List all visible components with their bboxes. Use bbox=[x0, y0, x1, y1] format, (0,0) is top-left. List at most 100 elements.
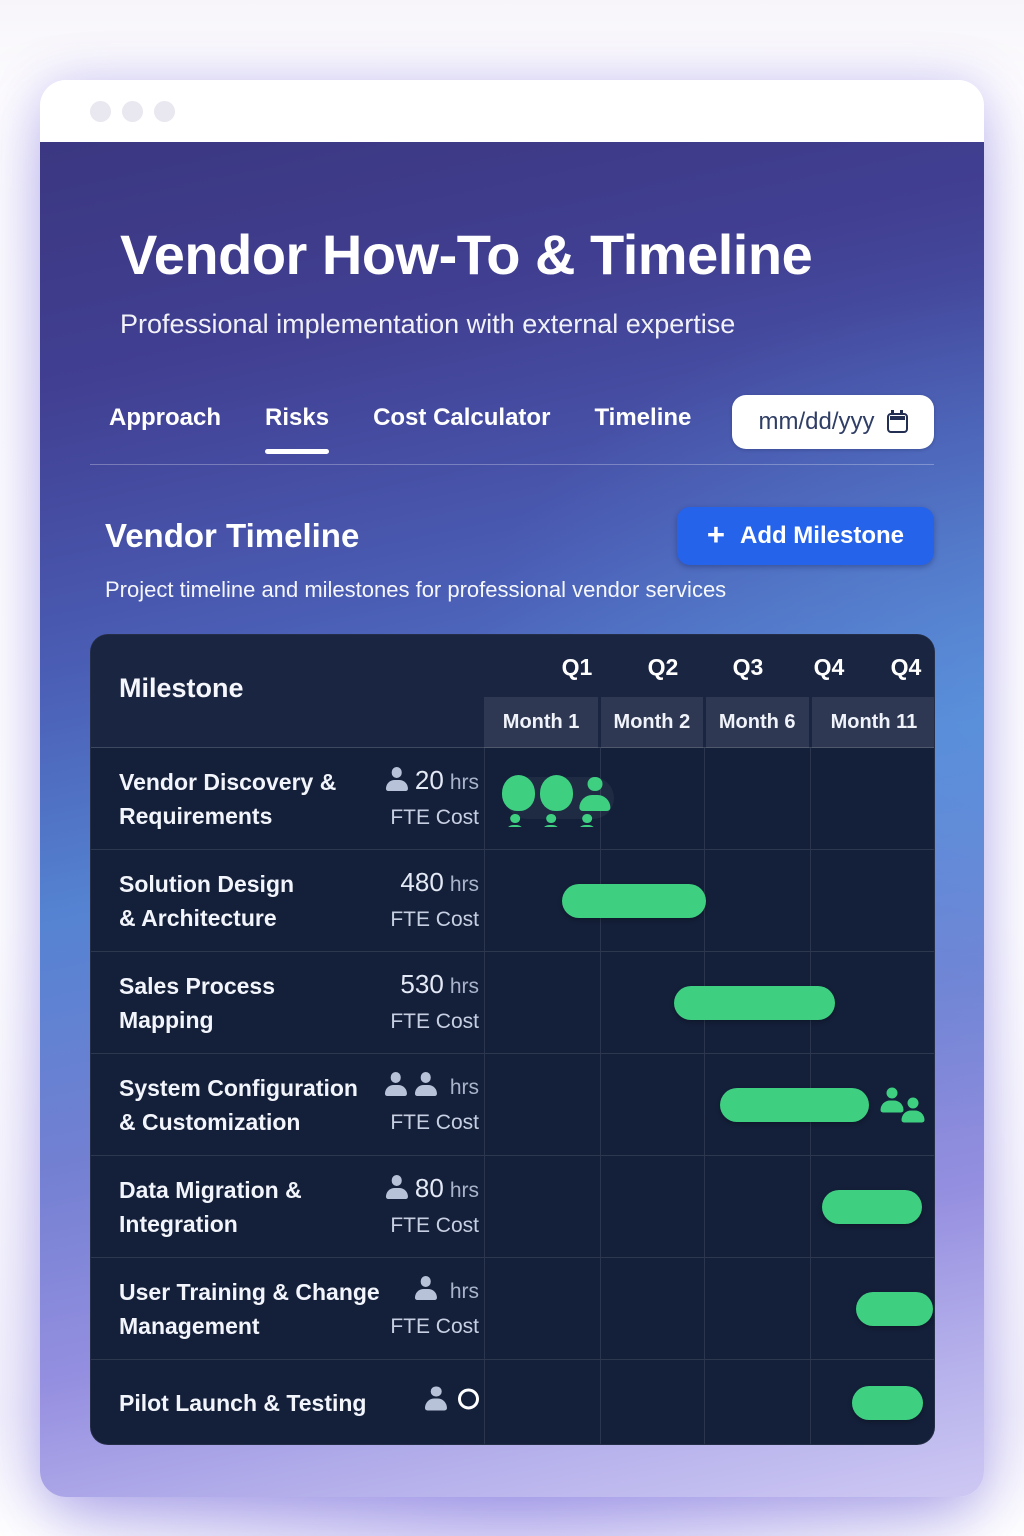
table-row: Data Migration & Integration 80 hrs FTE Cost bbox=[91, 1156, 934, 1258]
grid-line bbox=[704, 1156, 705, 1257]
quarter-label-1: Q1 bbox=[561, 654, 593, 680]
milestone-label: Data Migration & Integration bbox=[119, 1173, 302, 1241]
person-icon bbox=[424, 1386, 448, 1410]
section-title: Vendor Timeline bbox=[105, 517, 360, 554]
grid-line bbox=[484, 850, 485, 951]
assignees-people-icon bbox=[879, 1087, 925, 1122]
milestone-label-line: Vendor Discovery & bbox=[119, 768, 337, 795]
hours-cell: hrs FTE Cost bbox=[281, 1071, 479, 1139]
timeline-cells bbox=[484, 1258, 934, 1359]
milestone-label: Vendor Discovery & Requirements bbox=[119, 765, 336, 833]
tab-cost-calculator[interactable]: Cost Calculator bbox=[373, 404, 551, 431]
quarter-label-3: Q3 bbox=[732, 654, 764, 680]
grid-line bbox=[600, 952, 601, 1053]
grid-line bbox=[704, 1054, 705, 1155]
grid-line bbox=[810, 1360, 811, 1444]
gantt-bar[interactable] bbox=[674, 985, 835, 1020]
milestone-label-line: & Architecture bbox=[119, 904, 277, 931]
quarter-label-2: Q2 bbox=[647, 654, 679, 680]
gantt-bar[interactable] bbox=[562, 883, 706, 918]
milestone-label: Pilot Launch & Testing bbox=[119, 1386, 366, 1420]
table-row: System Configuration & Customization hrs FT… bbox=[91, 1054, 934, 1156]
person-icon bbox=[576, 814, 598, 827]
milestone-label-line: & Customization bbox=[119, 1108, 301, 1135]
fte-cost-label: FTE Cost bbox=[390, 1110, 479, 1134]
hours-unit: hrs bbox=[449, 1075, 479, 1099]
hours-value: 480 bbox=[400, 866, 444, 897]
milestone-label-line: Data Migration & bbox=[119, 1176, 302, 1203]
gantt-bar[interactable] bbox=[856, 1291, 933, 1326]
grid-line bbox=[600, 1054, 601, 1155]
gantt-bar[interactable] bbox=[720, 1087, 869, 1122]
timeline-cells bbox=[484, 952, 934, 1053]
grid-line bbox=[484, 952, 485, 1053]
tab-risks[interactable]: Risks bbox=[263, 390, 331, 454]
grid-line bbox=[810, 850, 811, 951]
hours-line: 530 hrs bbox=[281, 968, 479, 1005]
person-icon bbox=[414, 1072, 438, 1096]
timeline-cells bbox=[484, 748, 934, 849]
add-milestone-button[interactable]: + Add Milestone bbox=[676, 507, 934, 565]
hours-unit: hrs bbox=[449, 1279, 479, 1303]
hours-line: 80 hrs bbox=[281, 1172, 479, 1209]
grid-line bbox=[600, 1360, 601, 1444]
table-row: Solution Design & Architecture 480 hrs FTE C… bbox=[91, 850, 934, 952]
table-row: Sales Process Mapping 530 hrs FTE Cost bbox=[91, 952, 934, 1054]
tab-approach[interactable]: Approach bbox=[109, 404, 222, 431]
grid-line bbox=[810, 1258, 811, 1359]
person-icon bbox=[384, 1072, 408, 1096]
hours-cell: 20 hrs FTE Cost bbox=[281, 764, 479, 834]
hours-unit: hrs bbox=[449, 974, 479, 998]
grid-line bbox=[810, 1156, 811, 1257]
tab-bar: Approach Risks Cost Calculator Timeline mm/… bbox=[90, 390, 934, 465]
timeline-cells bbox=[484, 1054, 934, 1155]
milestone-label: System Configuration & Customization bbox=[119, 1071, 358, 1139]
gantt-bar[interactable] bbox=[852, 1385, 923, 1420]
date-input[interactable]: mm/dd/yyy bbox=[732, 395, 934, 449]
tab-timeline[interactable]: Timeline bbox=[594, 404, 692, 431]
add-milestone-label: Add Milestone bbox=[739, 522, 904, 549]
app-window: Vendor How-To & Timeline Professional im… bbox=[40, 80, 984, 1497]
milestone-label: User Training & Change Management bbox=[119, 1275, 380, 1343]
window-dot-1[interactable] bbox=[90, 100, 111, 122]
hours-cell: 530 hrs FTE Cost bbox=[281, 968, 479, 1038]
grid-line bbox=[600, 1156, 601, 1257]
month-header-row: Month 1 Month 2 Month 6 Month 11 bbox=[484, 697, 934, 748]
plus-icon: + bbox=[706, 517, 725, 552]
hours-cell: 80 hrs FTE Cost bbox=[281, 1172, 479, 1242]
hours-unit: hrs bbox=[449, 1178, 479, 1202]
milestone-label-line: Solution Design bbox=[119, 870, 295, 897]
person-icon bbox=[504, 814, 526, 827]
hours-line: 480 hrs bbox=[281, 866, 479, 903]
person-icon bbox=[900, 1097, 925, 1122]
window-dot-2[interactable] bbox=[122, 100, 143, 122]
fte-cost-label: FTE Cost bbox=[390, 1009, 479, 1033]
gantt-header: Milestone Q1 Q2 Q3 Q4 Q4 Month 1 Month 2 Month… bbox=[91, 635, 934, 748]
hours-value: 20 bbox=[414, 764, 444, 795]
tabs: Approach Risks Cost Calculator Timeline bbox=[107, 390, 693, 454]
milestone-column-header: Milestone bbox=[119, 673, 244, 703]
gantt-table: Milestone Q1 Q2 Q3 Q4 Q4 Month 1 Month 2 Month… bbox=[90, 634, 935, 1445]
hours-line: hrs bbox=[281, 1071, 479, 1106]
person-icon bbox=[540, 814, 562, 827]
page-content: Vendor How-To & Timeline Professional im… bbox=[40, 142, 984, 1497]
gantt-bar[interactable] bbox=[822, 1189, 922, 1224]
browser-title-bar bbox=[40, 80, 984, 142]
hours-line bbox=[281, 1386, 479, 1419]
hours-unit: hrs bbox=[449, 770, 479, 794]
cluster-top-row bbox=[502, 771, 618, 811]
timeline-cells bbox=[484, 850, 934, 951]
calendar-icon[interactable] bbox=[886, 410, 908, 433]
month-header-month-1: Month 1 bbox=[484, 697, 599, 748]
fte-cost-label: FTE Cost bbox=[390, 1213, 479, 1237]
fte-cost-label: FTE Cost bbox=[390, 907, 479, 931]
milestone-label-line: Management bbox=[119, 1312, 260, 1339]
window-dot-3[interactable] bbox=[154, 100, 175, 122]
milestone-label-line: System Configuration bbox=[119, 1074, 358, 1101]
milestone-label-line: Pilot Launch & Testing bbox=[119, 1389, 367, 1416]
date-input-value: mm/dd/yyy bbox=[758, 408, 875, 435]
person-icon bbox=[385, 767, 409, 791]
month-header-month-2: Month 2 bbox=[601, 697, 703, 748]
quarter-label-5: Q4 bbox=[890, 654, 922, 680]
milestone-label: Sales Process Mapping bbox=[119, 969, 275, 1037]
